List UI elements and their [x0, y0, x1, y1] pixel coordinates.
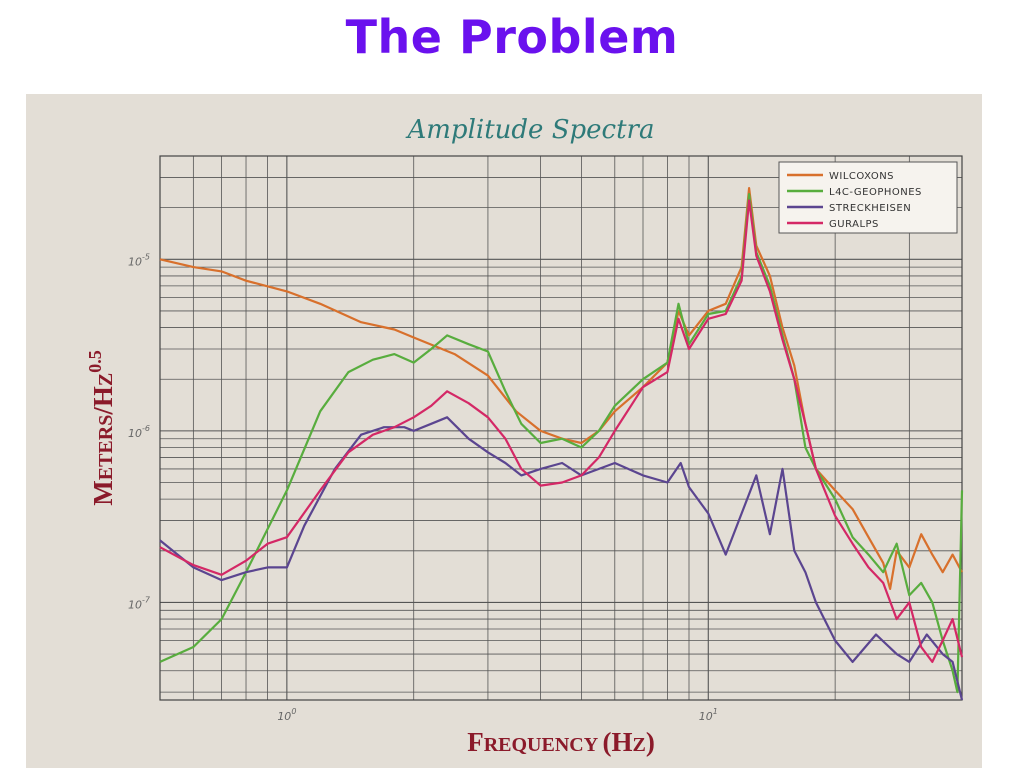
legend-label: WILCOXONS [829, 171, 894, 182]
series-group [159, 187, 964, 701]
series-line-streckheisen [159, 416, 964, 701]
legend-label: STRECKHEISEN [829, 203, 911, 214]
grid [160, 156, 962, 700]
legend: WILCOXONS L4C-GEOPHONES STRECKHEISEN GURALP… [778, 161, 958, 234]
amplitude-spectra-chart: Amplitude Spectra 100 101 10-5 10-6 10-7 WIL… [85, 115, 964, 757]
chart-figure: Amplitude Spectra 100 101 10-5 10-6 10-7 WIL… [26, 94, 982, 768]
y-tick-label: 10-5 [128, 252, 150, 268]
y-axis-label: METERS/HZ0.5 [85, 350, 118, 505]
series-line-wilcoxons [159, 187, 963, 590]
y-tick-label: 10-7 [128, 595, 151, 611]
x-tick-label: 100 [277, 707, 296, 723]
series-line-l4c-geophones [159, 193, 964, 694]
chart-title: Amplitude Spectra [406, 115, 655, 145]
legend-label: L4C-GEOPHONES [829, 187, 922, 198]
plot-frame [159, 155, 963, 701]
x-tick-label: 101 [699, 707, 718, 723]
x-axis-label: FREQUENCY (HZ) [467, 727, 655, 757]
series-line-guralps [159, 199, 964, 663]
legend-label: GURALPS [829, 219, 879, 230]
y-tick-label: 10-6 [128, 424, 150, 440]
slide-title: The Problem [345, 10, 679, 64]
tick-labels: 100 101 10-5 10-6 10-7 [128, 252, 718, 723]
